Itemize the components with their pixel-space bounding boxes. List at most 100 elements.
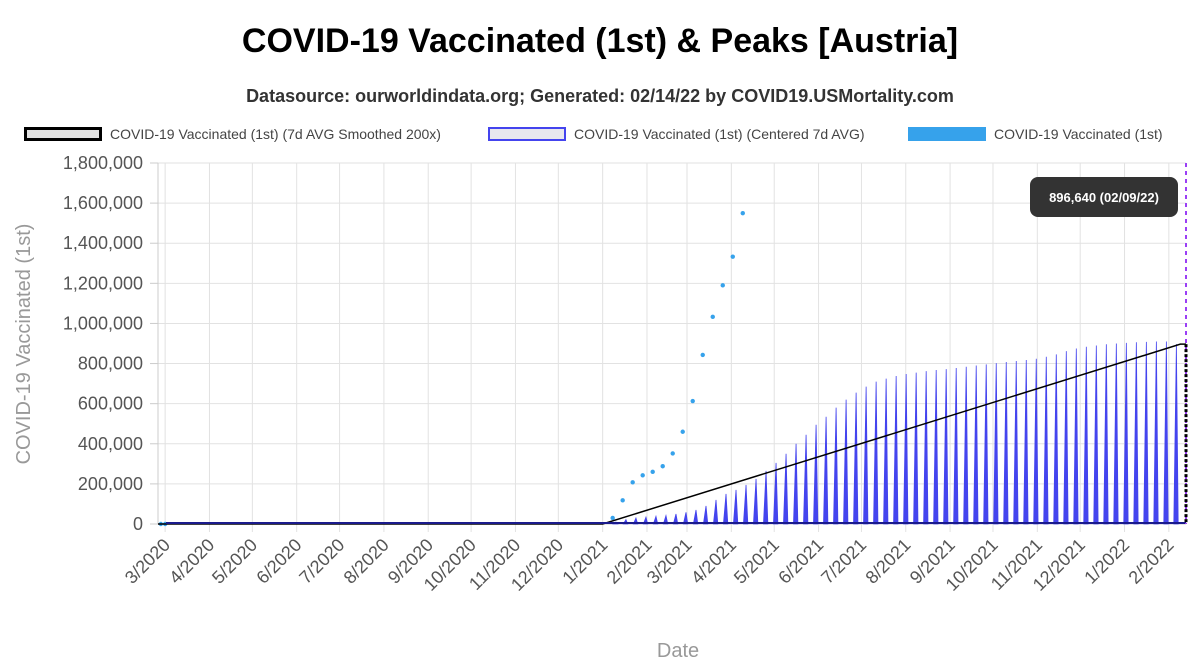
bar <box>863 386 869 525</box>
legend-swatch-daily <box>908 127 986 141</box>
y-tick-label: 1,400,000 <box>63 233 143 253</box>
bar <box>973 365 979 525</box>
bar <box>903 373 909 525</box>
data-point <box>730 254 735 259</box>
bar <box>853 392 859 525</box>
x-tick-label: 4/2021 <box>687 535 740 588</box>
bar <box>923 371 929 525</box>
data-point <box>610 515 615 521</box>
bar <box>843 399 849 525</box>
point-series <box>158 210 745 527</box>
bar <box>692 509 699 525</box>
bar <box>712 499 719 525</box>
bar <box>702 505 709 525</box>
annotations: 896,640 (02/09/22) <box>1030 163 1188 524</box>
tooltip-box <box>1030 177 1178 217</box>
bar <box>963 366 969 525</box>
bar <box>1143 341 1149 525</box>
bar <box>823 416 829 525</box>
y-tick-label: 200,000 <box>78 474 143 494</box>
x-tick-label: 3/2021 <box>643 535 696 588</box>
bar <box>743 484 749 525</box>
bar <box>1153 341 1159 525</box>
data-point <box>700 352 705 358</box>
x-tick-label: 5/2020 <box>208 535 261 588</box>
bar <box>1103 344 1109 525</box>
bar <box>833 407 839 525</box>
legend-label-centered: COVID-19 Vaccinated (1st) (Centered 7d A… <box>574 126 865 142</box>
line-series <box>158 343 1186 525</box>
x-tick-label: 6/2021 <box>774 535 827 588</box>
bar <box>1163 341 1169 525</box>
data-point <box>690 398 695 404</box>
series-line <box>158 343 1186 525</box>
x-tick-label: 3/2020 <box>121 535 174 588</box>
data-point <box>710 314 715 320</box>
bar <box>1003 361 1009 525</box>
bar <box>913 372 919 525</box>
x-axis-title: Date <box>657 640 699 662</box>
tooltip-text: 896,640 (02/09/22) <box>1049 190 1159 205</box>
chart-subtitle: Datasource: ourworldindata.org; Generate… <box>246 86 954 106</box>
bar <box>1013 360 1019 525</box>
y-tick-label: 400,000 <box>78 434 143 454</box>
y-tick-label: 1,600,000 <box>63 193 143 213</box>
bar <box>1093 345 1099 525</box>
bar <box>953 367 959 525</box>
y-tick-label: 800,000 <box>78 354 143 374</box>
bar <box>1053 354 1059 525</box>
bar <box>722 493 729 525</box>
x-tick-label: 5/2021 <box>730 535 783 588</box>
bar <box>813 424 819 525</box>
bar <box>763 470 769 525</box>
bar <box>803 434 809 525</box>
data-point <box>630 480 635 485</box>
data-point <box>670 451 675 456</box>
data-point <box>650 469 655 475</box>
bar <box>732 489 739 525</box>
x-tick-label: 2/2022 <box>1125 535 1178 588</box>
data-point <box>720 283 725 288</box>
bar <box>873 381 879 525</box>
bar <box>1063 351 1069 525</box>
x-axis: 3/20204/20205/20206/20207/20208/20209/20… <box>121 523 1186 595</box>
legend-item-smoothed[interactable]: COVID-19 Vaccinated (1st) (7d AVG Smooth… <box>24 124 441 144</box>
x-tick-label: 6/2020 <box>252 535 305 588</box>
data-point <box>620 498 625 503</box>
data-point <box>680 429 685 434</box>
x-tick-label: 1/2022 <box>1080 535 1133 588</box>
y-axis-title: COVID-19 Vaccinated (1st) <box>13 224 35 465</box>
bar <box>1133 342 1139 525</box>
legend-item-centered[interactable]: COVID-19 Vaccinated (1st) (Centered 7d A… <box>488 124 865 144</box>
chart-title: COVID-19 Vaccinated (1st) & Peaks [Austr… <box>241 22 959 60</box>
x-tick-label: 1/2021 <box>558 535 611 588</box>
legend-item-daily[interactable]: COVID-19 Vaccinated (1st) <box>908 124 1163 144</box>
tooltip: 896,640 (02/09/22) <box>1030 177 1178 217</box>
grid <box>158 162 1186 532</box>
x-tick-label: 8/2021 <box>862 535 915 588</box>
legend-swatch-smoothed <box>24 127 102 141</box>
legend-label-daily: COVID-19 Vaccinated (1st) <box>994 126 1163 142</box>
bar <box>933 369 939 525</box>
x-tick-label: 7/2020 <box>295 535 348 588</box>
bar <box>1113 343 1119 525</box>
x-tick-label: 4/2020 <box>165 535 218 588</box>
x-tick-label: 8/2020 <box>340 535 393 588</box>
bar <box>883 378 889 525</box>
y-tick-label: 1,800,000 <box>63 153 143 173</box>
bar <box>943 369 949 525</box>
y-tick-label: 0 <box>133 514 143 534</box>
bar <box>1023 359 1029 525</box>
bar <box>1073 348 1079 525</box>
data-point <box>740 210 745 216</box>
bar <box>753 478 759 525</box>
x-tick-label: 7/2021 <box>817 535 870 588</box>
legend: COVID-19 Vaccinated (1st) (7d AVG Smooth… <box>0 124 1200 148</box>
bar-series <box>612 341 1179 525</box>
bar <box>1043 356 1049 525</box>
bar <box>1173 344 1179 525</box>
y-axis: 0 200,000 400,000 600,000 800,000 1,000,000 1,… <box>63 153 159 534</box>
bar <box>893 375 899 525</box>
bar <box>783 453 789 525</box>
